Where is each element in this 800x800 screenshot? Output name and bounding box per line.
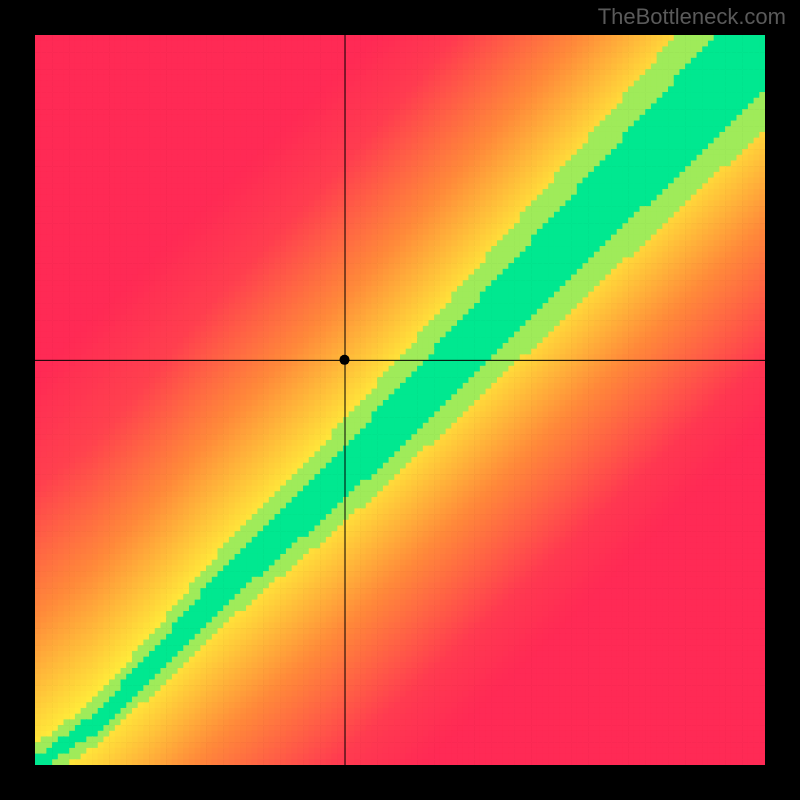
watermark-text: TheBottleneck.com: [598, 4, 786, 30]
heatmap-canvas: [35, 35, 765, 765]
chart-container: TheBottleneck.com: [0, 0, 800, 800]
plot-area: [35, 35, 765, 765]
